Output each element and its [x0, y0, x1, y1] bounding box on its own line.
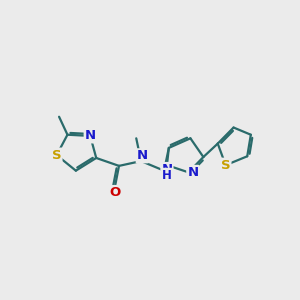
Text: N: N	[85, 129, 96, 142]
Text: S: S	[221, 159, 230, 172]
Text: N: N	[187, 166, 198, 179]
Text: S: S	[52, 148, 62, 162]
Text: O: O	[109, 186, 120, 199]
Text: N: N	[137, 149, 148, 162]
Text: H: H	[162, 169, 172, 182]
Text: N: N	[161, 163, 172, 176]
